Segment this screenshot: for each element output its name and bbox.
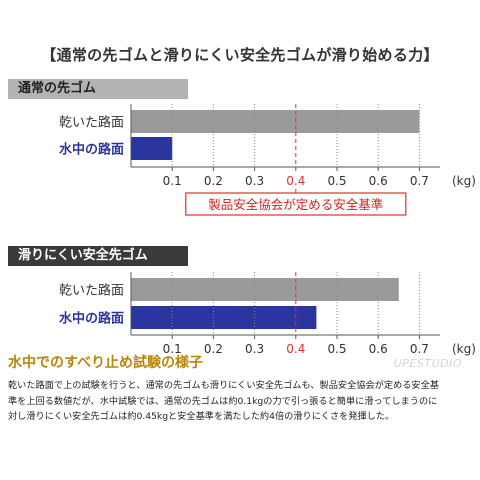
description-line: 乾いた路面で上の試験を行うと、通常の先ゴムも滑りにくい安全先ゴムも、製品安全協会… (8, 380, 439, 391)
page-title: 【通常の先ゴムと滑りにくい安全先ゴムが滑り始める力】 (41, 46, 439, 64)
category-label: 水中の路面 (59, 311, 124, 327)
x-tick-label: 0.4 (286, 342, 305, 356)
category-label: 乾いた路面 (59, 283, 124, 299)
x-axis-unit: (kg) (452, 174, 476, 188)
bar (131, 306, 317, 329)
x-tick-label: 0.6 (369, 342, 388, 356)
section-heading: 水中でのすべり止め試験の様子 (8, 355, 204, 371)
reference-label-box (185, 192, 407, 216)
x-tick-label: 0.5 (327, 174, 346, 188)
x-tick-label: 0.3 (245, 174, 264, 188)
category-label: 乾いた路面 (59, 115, 124, 131)
bar (131, 110, 420, 133)
bar (131, 137, 173, 160)
description-line: 対し滑りにくい安全先ゴムは約0.45kgと安全基準を満たした約4倍の滑りにくさを… (8, 411, 395, 422)
x-tick-label: 0.1 (163, 174, 182, 188)
x-tick-label: 0.2 (204, 174, 223, 188)
reference-label: 製品安全協会が定める安全基準 (208, 197, 383, 212)
x-axis-unit: (kg) (452, 342, 476, 356)
x-tick-label: 0.5 (327, 342, 346, 356)
panel-label-normal-tip: 通常の先ゴム (8, 79, 188, 99)
x-tick-label: 0.7 (410, 174, 429, 188)
panel-label-safety-tip: 滑りにくい安全先ゴム (8, 246, 188, 266)
x-tick-label: 0.7 (410, 342, 429, 356)
x-tick-label: 0.6 (369, 174, 388, 188)
x-tick-label: 0.2 (204, 342, 223, 356)
x-tick-label: 0.3 (245, 342, 264, 356)
watermark: UPESTUDIO (393, 357, 462, 370)
bar (131, 278, 399, 301)
description-text: 乾いた路面で上の試験を行うと、通常の先ゴムも滑りにくい安全先ゴムも、製品安全協会… (8, 378, 472, 425)
x-tick-label: 0.1 (163, 342, 182, 356)
category-label: 水中の路面 (59, 142, 124, 158)
description-line: 準を上回る数値だが、水中試験では、通常の先ゴムは約0.1kgの力で引っ張ると簡単… (8, 395, 438, 407)
x-tick-label: 0.4 (286, 174, 305, 188)
